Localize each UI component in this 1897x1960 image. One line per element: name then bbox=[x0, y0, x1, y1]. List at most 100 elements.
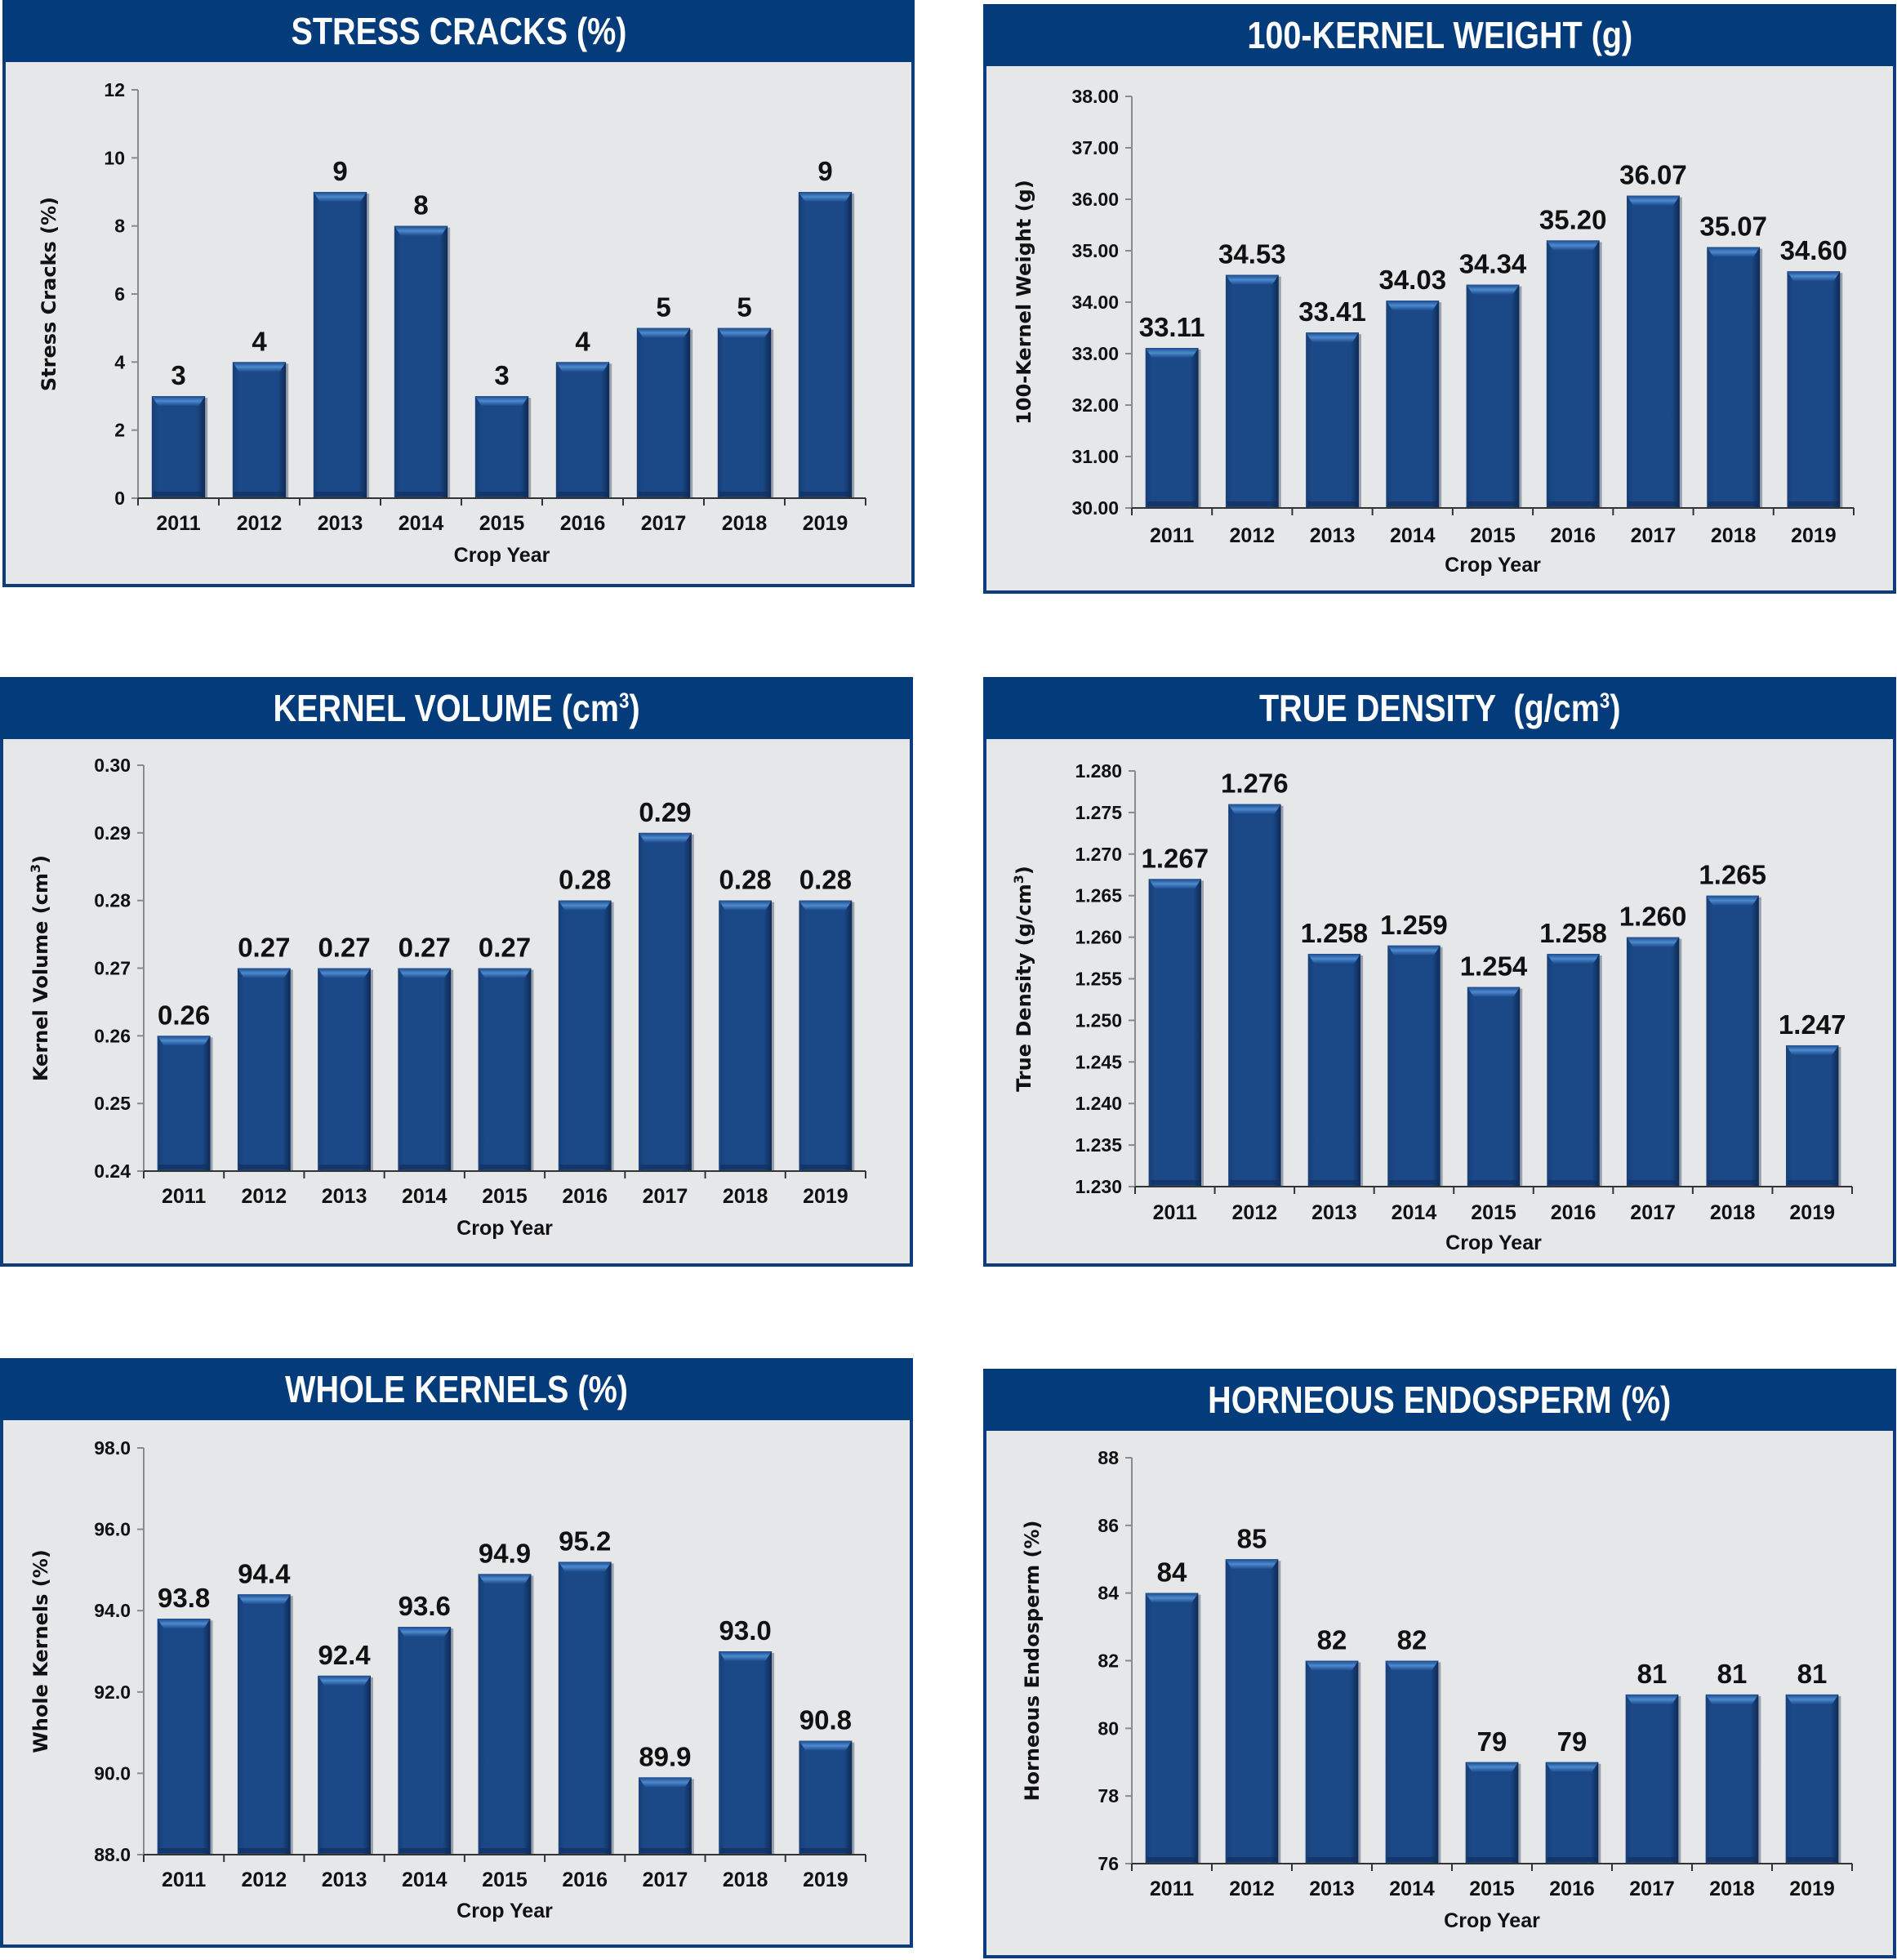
stress-cracks-bar-base bbox=[234, 492, 285, 497]
horneous-endosperm-bar-base bbox=[1227, 1857, 1277, 1862]
stress-cracks-bar-cap bbox=[232, 362, 287, 372]
whole-kernels-bar-cap bbox=[318, 1675, 371, 1686]
whole-kernels-x-axis-title: Crop Year bbox=[456, 1900, 553, 1922]
kernel-volume-bar-cap bbox=[639, 832, 692, 843]
stress-cracks-bar-base bbox=[153, 492, 204, 497]
horneous-endosperm-y-tick-label: 78 bbox=[1098, 1785, 1119, 1806]
whole-kernels-value-label: 95.2 bbox=[559, 1526, 611, 1556]
kernel-volume-bar-base bbox=[559, 1165, 610, 1169]
kernel-weight-bar bbox=[1546, 240, 1600, 508]
kernel-weight-bar bbox=[1707, 247, 1761, 508]
true-density-bar-cap bbox=[1626, 937, 1680, 947]
kernel-weight-value-label: 33.41 bbox=[1298, 296, 1366, 327]
stress-cracks-title-bar: STRESS CRACKS (%) bbox=[2, 0, 915, 62]
kernel-volume-x-tick-label: 2011 bbox=[162, 1185, 206, 1208]
whole-kernels-y-tick-label: 94.0 bbox=[94, 1600, 131, 1621]
stress-cracks-y-axis-title: Stress Cracks (%) bbox=[38, 197, 60, 391]
stress-cracks-value-label: 9 bbox=[332, 156, 347, 186]
kernel-volume-x-tick-label: 2018 bbox=[723, 1185, 768, 1208]
horneous-endosperm-bar-base bbox=[1547, 1857, 1597, 1862]
kernel-weight-bar-base bbox=[1788, 501, 1839, 506]
kernel-volume-bar-cap bbox=[398, 968, 452, 978]
horneous-endosperm-value-label: 85 bbox=[1237, 1523, 1267, 1553]
kernel-volume-bar-base bbox=[479, 1165, 530, 1169]
kernel-volume-bar-base bbox=[399, 1165, 450, 1169]
stress-cracks-x-tick-label: 2018 bbox=[722, 512, 768, 535]
true-density-y-tick-label: 1.265 bbox=[1075, 885, 1122, 906]
horneous-endosperm-bar-cap bbox=[1145, 1592, 1199, 1603]
stress-cracks-bar-base bbox=[638, 492, 689, 497]
stress-cracks-bar-cap bbox=[394, 225, 448, 236]
kernel-volume-bar bbox=[398, 968, 452, 1171]
kernel-weight-bar-cap bbox=[1466, 284, 1520, 295]
true-density-y-tick-label: 1.250 bbox=[1075, 1009, 1122, 1031]
kernel-volume-x-tick-label: 2017 bbox=[643, 1185, 688, 1208]
kernel-weight-bar bbox=[1145, 348, 1199, 508]
whole-kernels-y-tick-label: 88.0 bbox=[94, 1844, 131, 1865]
true-density-chart: 1.230 1.235 1.240 1.245 1.250 1.255 1.260 1.265… bbox=[1011, 760, 1853, 1254]
horneous-endosperm-bar-cap bbox=[1545, 1762, 1599, 1772]
true-density-bar-cap bbox=[1387, 945, 1441, 956]
whole-kernels-bar-base bbox=[479, 1848, 530, 1853]
true-density-x-tick-label: 2014 bbox=[1392, 1201, 1437, 1224]
horneous-endosperm-chart: 76 78 80 82 84 86 88 84 2011 85 2012 82 2013 82 2014 79… bbox=[1021, 1447, 1853, 1932]
stress-cracks-x-axis-title: Crop Year bbox=[454, 544, 550, 567]
kernel-volume-bar bbox=[558, 900, 612, 1171]
stress-cracks-bar-cap bbox=[474, 396, 529, 406]
stress-cracks-x-tick-label: 2017 bbox=[641, 512, 687, 535]
stress-cracks-y-tick-label: 6 bbox=[114, 283, 125, 305]
kernel-volume-bar bbox=[639, 832, 692, 1171]
kernel-weight-bar bbox=[1466, 284, 1520, 508]
kernel-weight-value-label: 36.07 bbox=[1619, 160, 1687, 190]
horneous-endosperm-y-tick-label: 80 bbox=[1098, 1717, 1119, 1739]
kernel-weight-bar bbox=[1787, 271, 1841, 508]
stress-cracks-bar-cap bbox=[798, 192, 853, 202]
true-density-y-tick-label: 1.270 bbox=[1075, 844, 1122, 865]
kernel-weight-bar-base bbox=[1467, 501, 1518, 506]
horneous-endosperm-x-tick-label: 2019 bbox=[1789, 1878, 1835, 1900]
stress-cracks-bar-cap bbox=[717, 327, 772, 338]
whole-kernels-value-label: 90.8 bbox=[799, 1705, 852, 1735]
whole-kernels-bar-base bbox=[399, 1848, 450, 1853]
kernel-weight-bar bbox=[1306, 332, 1359, 508]
true-density-value-label: 1.258 bbox=[1539, 918, 1607, 948]
horneous-endosperm-x-tick-label: 2016 bbox=[1549, 1878, 1595, 1900]
stress-cracks-bar-cap bbox=[555, 362, 610, 372]
whole-kernels-bar bbox=[478, 1574, 532, 1855]
whole-kernels-x-tick-label: 2018 bbox=[723, 1869, 768, 1891]
whole-kernels-bar bbox=[799, 1740, 853, 1855]
stress-cracks-bar bbox=[474, 396, 529, 498]
kernel-weight-bar bbox=[1225, 274, 1279, 508]
horneous-endosperm-bar-cap bbox=[1305, 1660, 1359, 1671]
true-density-bar-base bbox=[1150, 1180, 1200, 1185]
stress-cracks-x-tick-label: 2011 bbox=[156, 512, 200, 535]
kernel-weight-bar-base bbox=[1387, 501, 1438, 506]
true-density-y-tick-label: 1.230 bbox=[1075, 1176, 1122, 1197]
stress-cracks-bar bbox=[151, 396, 206, 498]
kernel-weight-y-axis-title: 100-Kernel Weight (g) bbox=[1013, 180, 1035, 425]
horneous-endosperm-bar-base bbox=[1147, 1857, 1197, 1862]
kernel-volume-value-label: 0.29 bbox=[639, 797, 691, 827]
whole-kernels-bar-base bbox=[720, 1848, 771, 1853]
whole-kernels-x-tick-label: 2019 bbox=[803, 1869, 848, 1891]
whole-kernels-bar-cap bbox=[478, 1574, 532, 1584]
whole-kernels-value-label: 89.9 bbox=[639, 1741, 691, 1771]
horneous-endosperm-bar bbox=[1305, 1660, 1359, 1864]
whole-kernels-bar bbox=[719, 1651, 773, 1855]
kernel-weight-bar-base bbox=[1227, 501, 1277, 506]
stress-cracks-value-label: 8 bbox=[413, 190, 428, 220]
horneous-endosperm-x-tick-label: 2017 bbox=[1629, 1878, 1675, 1900]
horneous-endosperm-bar-cap bbox=[1625, 1694, 1679, 1704]
stress-cracks-y-tick-label: 10 bbox=[104, 147, 125, 168]
stress-cracks-bar bbox=[232, 362, 287, 498]
true-density-bar bbox=[1706, 895, 1759, 1187]
whole-kernels-y-tick-label: 96.0 bbox=[94, 1519, 131, 1540]
whole-kernels-x-tick-label: 2017 bbox=[643, 1869, 688, 1891]
true-density-y-tick-label: 1.255 bbox=[1075, 969, 1122, 990]
kernel-weight-y-tick-label: 36.00 bbox=[1071, 189, 1119, 210]
true-density-bar-base bbox=[1708, 1180, 1757, 1185]
stress-cracks-y-tick-label: 12 bbox=[104, 79, 125, 100]
stress-cracks-value-label: 4 bbox=[252, 326, 267, 356]
horneous-endosperm-bar bbox=[1225, 1559, 1279, 1864]
horneous-endosperm-value-label: 82 bbox=[1317, 1625, 1347, 1655]
